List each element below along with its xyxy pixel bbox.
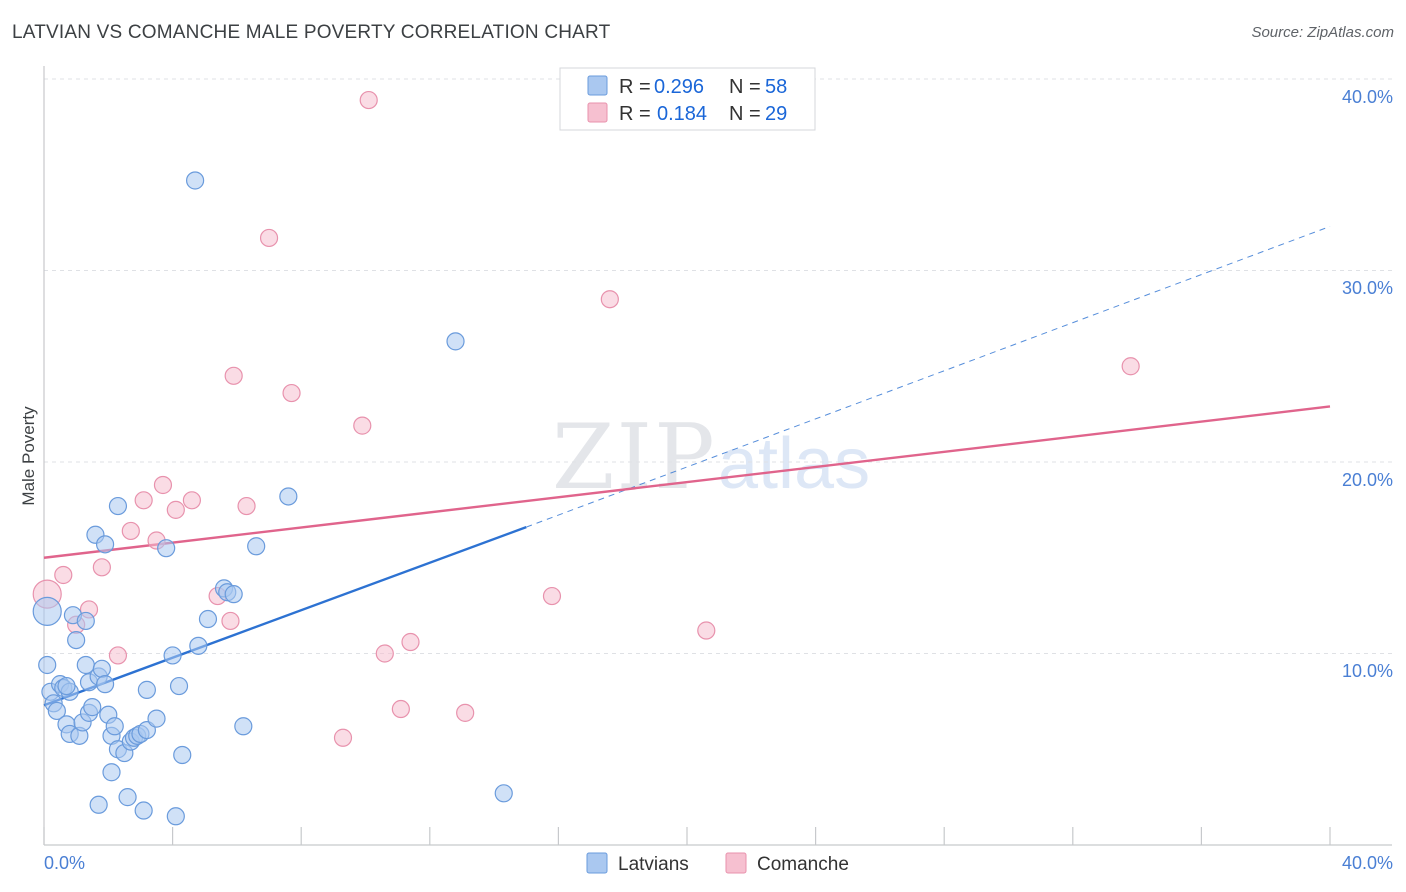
chart-title: LATVIAN VS COMANCHE MALE POVERTY CORRELA… xyxy=(12,22,611,43)
point-latvians-24 xyxy=(95,535,115,554)
point-latvians-53 xyxy=(247,537,266,556)
point-latvians-57 xyxy=(57,676,76,696)
point-comanche-11 xyxy=(182,491,201,510)
legend-latvians-n: 58 xyxy=(765,76,787,98)
point-comanche-5 xyxy=(108,646,128,665)
point-latvians-47 xyxy=(189,636,208,655)
point-comanche-4 xyxy=(92,558,111,577)
point-comanche-13 xyxy=(221,611,240,631)
point-comanche-15 xyxy=(237,496,256,516)
point-latvians-14 xyxy=(76,611,95,631)
point-comanche-27 xyxy=(697,621,716,640)
point-latvians-46 xyxy=(186,171,205,190)
point-comanche-22 xyxy=(391,699,410,719)
point-latvians-52 xyxy=(234,717,253,736)
point-latvians-27 xyxy=(102,763,121,782)
point-comanche-7 xyxy=(134,491,153,510)
chart-source: Source: ZipAtlas.com xyxy=(1251,24,1394,41)
point-latvians-54 xyxy=(279,487,298,506)
point-latvians-56 xyxy=(494,784,513,803)
point-latvians-30 xyxy=(108,496,128,516)
point-latvians-55 xyxy=(446,332,465,351)
point-latvians-44 xyxy=(169,676,189,696)
point-comanche-20 xyxy=(359,90,378,110)
y-axis-label: Male Poverty xyxy=(19,406,38,506)
point-latvians-4 xyxy=(47,701,66,721)
point-latvians-42 xyxy=(163,646,182,665)
point-comanche-24 xyxy=(456,703,475,722)
trend-line-comanche xyxy=(43,405,1331,559)
point-latvians-1 xyxy=(38,655,57,675)
bottom-legend-swatch-comanche xyxy=(725,852,747,874)
series-legend: Latvians Comanche xyxy=(586,852,849,875)
point-comanche-26 xyxy=(600,290,619,309)
trend-line-latvians xyxy=(43,525,527,707)
legend-comanche-r-label: R = xyxy=(619,103,651,125)
bottom-legend-latvians: Latvians xyxy=(618,854,689,875)
point-latvians-11 xyxy=(67,630,86,650)
legend-latvians-r: 0.296 xyxy=(654,76,704,98)
axes xyxy=(43,66,1392,846)
y-tick-label-10: 10.0% xyxy=(1342,661,1393,681)
y-tick-label-40: 40.0% xyxy=(1342,87,1393,107)
point-latvians-51 xyxy=(224,585,243,604)
point-comanche-23 xyxy=(401,632,420,652)
legend-latvians-n-label: N = xyxy=(729,76,761,98)
point-latvians-21 xyxy=(89,795,108,814)
point-comanche-17 xyxy=(282,383,301,403)
watermark-zip: ZIP xyxy=(552,405,717,510)
point-latvians-18 xyxy=(83,698,102,717)
trend-line-latvians-extrapolated xyxy=(526,225,1331,528)
y-tick-label-20: 20.0% xyxy=(1342,470,1393,490)
legend-swatch-comanche xyxy=(587,102,608,123)
legend-latvians-r-label: R = xyxy=(619,76,651,98)
point-comanche-25 xyxy=(542,586,562,606)
legend-comanche-n: 29 xyxy=(765,103,787,125)
x-tick-label-max: 40.0% xyxy=(1342,853,1393,873)
bottom-legend-comanche: Comanche xyxy=(757,854,849,875)
legend-swatch-latvians xyxy=(587,75,608,96)
point-latvians-45 xyxy=(173,745,192,765)
point-latvians-40 xyxy=(147,709,166,728)
legend-comanche-r: 0.184 xyxy=(657,103,707,125)
point-comanche-19 xyxy=(353,416,372,435)
point-latvians-28 xyxy=(105,717,124,736)
point-comanche-1 xyxy=(54,565,73,585)
data-points xyxy=(32,90,1140,826)
point-latvians-0 xyxy=(32,596,62,626)
grid-lines xyxy=(44,78,1392,654)
y-tick-label-30: 30.0% xyxy=(1342,278,1393,298)
trend-lines xyxy=(43,225,1331,707)
point-latvians-38 xyxy=(137,680,156,699)
x-tick-label-min: 0.0% xyxy=(44,853,85,873)
point-latvians-41 xyxy=(157,539,176,558)
correlation-legend: R = 0.296 N = 58 R = 0.184 N = 29 xyxy=(559,67,816,131)
point-latvians-48 xyxy=(198,609,218,629)
point-comanche-21 xyxy=(375,644,394,663)
point-comanche-9 xyxy=(153,475,173,495)
point-comanche-16 xyxy=(259,228,279,248)
point-comanche-6 xyxy=(121,521,140,541)
point-comanche-14 xyxy=(224,366,243,385)
point-latvians-43 xyxy=(166,807,185,826)
point-comanche-18 xyxy=(333,728,353,747)
point-latvians-22 xyxy=(92,659,111,678)
point-comanche-10 xyxy=(166,500,185,519)
point-latvians-37 xyxy=(134,801,153,820)
bottom-legend-swatch-latvians xyxy=(586,852,608,874)
point-comanche-28 xyxy=(1121,357,1140,376)
point-latvians-32 xyxy=(118,788,137,807)
point-latvians-23 xyxy=(95,675,115,694)
legend-comanche-n-label: N = xyxy=(729,103,761,125)
